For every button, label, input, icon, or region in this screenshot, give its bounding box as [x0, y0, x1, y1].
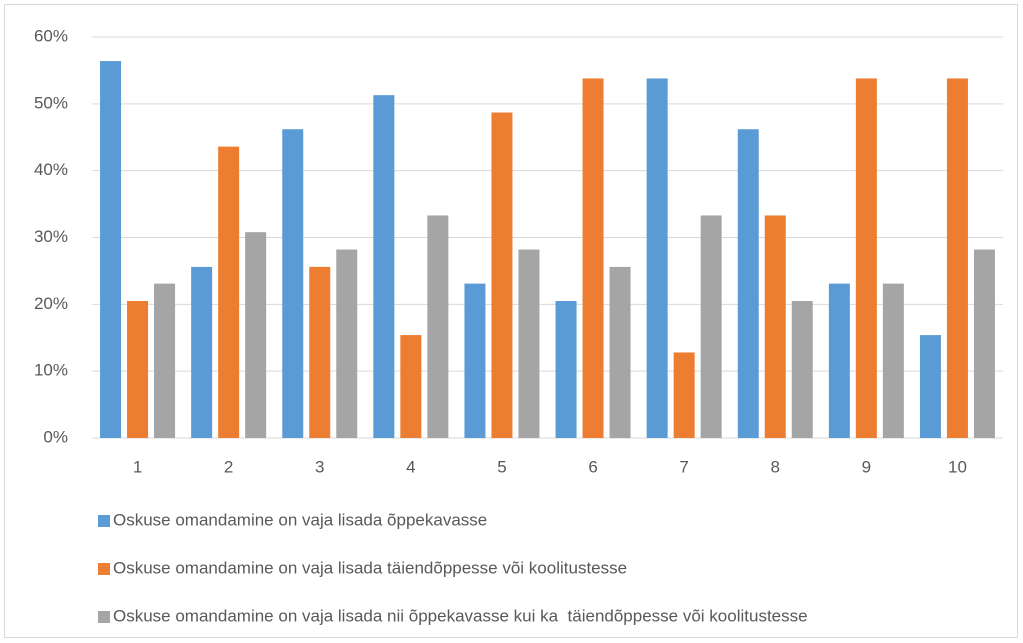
x-tick-label: 8	[771, 457, 780, 476]
bar	[491, 112, 513, 438]
bar	[737, 129, 759, 439]
legend-label: Oskuse omandamine on vaja lisada täiendõ…	[113, 558, 627, 577]
legend-label: Oskuse omandamine on vaja lisada nii õpp…	[113, 606, 808, 625]
bar	[855, 78, 877, 438]
bar	[309, 266, 331, 438]
bar	[764, 215, 786, 438]
x-tick-label: 9	[862, 457, 871, 476]
x-tick-label: 1	[133, 457, 142, 476]
bar	[245, 232, 267, 438]
legend-label: Oskuse omandamine on vaja lisada õppekav…	[113, 510, 487, 529]
bar	[518, 249, 540, 438]
bar	[218, 146, 240, 438]
bar	[400, 335, 422, 438]
bar	[100, 61, 122, 439]
y-tick-label: 30%	[34, 227, 68, 246]
bar	[555, 300, 577, 438]
bar	[919, 335, 941, 438]
y-tick-label: 60%	[34, 26, 68, 45]
legend-swatch	[98, 515, 110, 527]
x-tick-label: 7	[679, 457, 688, 476]
bar	[700, 215, 722, 438]
bar	[336, 249, 358, 438]
x-tick-label: 3	[315, 457, 324, 476]
bar	[427, 215, 449, 438]
bar	[791, 300, 813, 438]
bar	[154, 283, 176, 438]
x-tick-label: 2	[224, 457, 233, 476]
x-tick-label: 6	[588, 457, 597, 476]
bar	[609, 266, 631, 438]
bar	[464, 283, 486, 438]
x-tick-label: 4	[406, 457, 415, 476]
legend-swatch	[98, 611, 110, 623]
bar	[582, 78, 604, 438]
bar	[946, 78, 968, 438]
y-tick-label: 20%	[34, 294, 68, 313]
x-tick-label: 5	[497, 457, 506, 476]
x-tick-label: 10	[948, 457, 967, 476]
y-tick-label: 10%	[34, 361, 68, 380]
bar	[127, 300, 149, 438]
bar	[882, 283, 904, 438]
y-tick-label: 40%	[34, 160, 68, 179]
y-tick-label: 0%	[43, 427, 68, 446]
bar	[828, 283, 850, 438]
bar	[673, 352, 695, 438]
bar	[191, 266, 213, 438]
bar	[646, 78, 668, 438]
bar	[973, 249, 995, 438]
y-tick-label: 50%	[34, 93, 68, 112]
bar	[282, 129, 304, 439]
legend-swatch	[98, 563, 110, 575]
bar	[373, 95, 395, 439]
